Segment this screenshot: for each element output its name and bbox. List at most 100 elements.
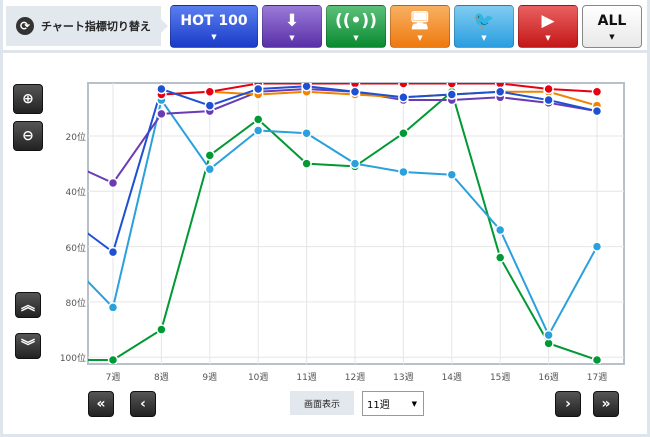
data-point — [156, 108, 167, 120]
twitter-button[interactable]: 🐦 ▼ — [454, 5, 514, 48]
data-point — [494, 252, 506, 263]
data-point — [204, 163, 216, 175]
data-point — [252, 83, 264, 95]
data-point — [543, 94, 554, 106]
download-button[interactable]: ⬇ ▼ — [262, 5, 322, 48]
sync-icon: ⟳ — [16, 17, 34, 35]
data-point — [398, 166, 409, 178]
data-point — [446, 89, 458, 100]
youtube-icon: ▶ — [541, 10, 555, 31]
streaming-icon: ((•)) — [335, 10, 377, 31]
dropdown-arrow-icon: ▼ — [289, 33, 295, 42]
dropdown-arrow-icon: ▼ — [481, 33, 487, 42]
data-point — [252, 114, 264, 125]
data-point — [156, 83, 167, 95]
display-weeks-select[interactable]: 11週 ▼ — [362, 391, 424, 416]
all-label: ALL — [597, 12, 627, 29]
zoom-out-button[interactable]: ⊖ — [13, 121, 43, 151]
dropdown-arrow-icon: ▼ — [545, 33, 551, 42]
data-point — [204, 150, 216, 161]
streaming-button[interactable]: ((•)) ▼ — [326, 5, 386, 48]
x-tick-label: 8週 — [154, 373, 169, 383]
radio-pc-icon: 🖥 — [409, 10, 431, 31]
x-tick-label: 17週 — [586, 373, 608, 383]
data-point — [591, 86, 603, 98]
chart-switch-bar: ⟳ チャート指標切り替え HOT 100 ▼ ⬇ ▼ ((•)) ▼ 🖥 ▼ 🐦 ▼ ▶ ▼ … — [0, 0, 650, 53]
series-line — [88, 85, 598, 254]
data-point — [252, 125, 264, 136]
y-tick-label: 20位 — [65, 133, 86, 143]
prev-page-button[interactable]: ‹ — [130, 391, 156, 417]
dropdown-arrow-icon: ▼ — [353, 33, 359, 42]
data-point — [398, 92, 409, 103]
dropdown-arrow-icon: ▼ — [417, 33, 423, 42]
data-point — [494, 224, 506, 236]
data-point — [301, 158, 312, 169]
series-line — [161, 83, 598, 96]
x-tick-label: 13週 — [393, 373, 414, 383]
data-point — [494, 86, 506, 98]
display-value: 11週 — [367, 400, 390, 411]
chevron-right-icon: › — [565, 396, 571, 412]
all-button[interactable]: ALL ▼ — [582, 5, 642, 48]
youtube-button[interactable]: ▶ ▼ — [518, 5, 578, 48]
data-point — [107, 354, 119, 364]
zoom-in-icon: ⊕ — [22, 91, 34, 107]
first-page-button[interactable]: « — [88, 391, 114, 417]
chart-switch-label: ⟳ チャート指標切り替え — [6, 6, 168, 46]
double-chevron-left-icon: « — [96, 396, 106, 412]
y-tick-label: 100位 — [59, 354, 86, 365]
data-point — [591, 105, 603, 117]
data-point — [398, 127, 409, 139]
display-label: 画面表示 — [290, 391, 354, 415]
data-point — [543, 83, 554, 95]
data-point — [156, 324, 167, 335]
series-line — [88, 87, 598, 185]
y-tick-label: 80位 — [65, 298, 86, 309]
chevron-left-icon: ‹ — [140, 396, 146, 412]
switch-label-text: チャート指標切り替え — [41, 20, 151, 33]
x-tick-label: 7週 — [105, 373, 121, 383]
x-tick-label: 12週 — [344, 373, 366, 383]
data-point — [446, 83, 458, 89]
y-tick-label: 60位 — [65, 243, 86, 254]
last-page-button[interactable]: » — [593, 391, 619, 417]
series-line — [88, 89, 598, 361]
scroll-down-button[interactable]: ︾ — [15, 333, 41, 359]
data-point — [204, 100, 216, 111]
data-point — [301, 127, 312, 139]
data-point — [591, 241, 603, 252]
data-point — [543, 329, 554, 341]
data-point — [349, 86, 361, 98]
data-point — [204, 86, 216, 98]
x-tick-label: 15週 — [489, 373, 511, 383]
scroll-up-button[interactable]: ︽ — [15, 292, 41, 318]
x-tick-label: 14週 — [441, 373, 463, 383]
zoom-out-icon: ⊖ — [22, 128, 34, 144]
x-tick-label: 9週 — [202, 373, 218, 383]
dropdown-arrow-icon: ▼ — [609, 32, 615, 41]
y-tick-label: 40位 — [65, 188, 86, 199]
data-point — [301, 83, 312, 92]
radio-button[interactable]: 🖥 ▼ — [390, 5, 450, 48]
hot100-button[interactable]: HOT 100 ▼ — [170, 5, 258, 48]
twitter-icon: 🐦 — [473, 10, 495, 31]
double-chevron-up-icon: ︽ — [21, 298, 35, 314]
series-line — [161, 90, 598, 107]
dropdown-arrow-icon: ▼ — [411, 399, 417, 408]
data-point — [349, 158, 361, 169]
double-chevron-down-icon: ︾ — [21, 339, 35, 355]
x-tick-label: 11週 — [296, 373, 317, 383]
data-point — [591, 354, 603, 364]
next-page-button[interactable]: › — [555, 391, 581, 417]
zoom-in-button[interactable]: ⊕ — [13, 84, 43, 114]
series-line — [88, 97, 598, 338]
x-tick-label: 10週 — [247, 373, 269, 383]
dropdown-arrow-icon: ▼ — [211, 32, 217, 41]
data-point — [398, 83, 409, 89]
data-point — [446, 169, 458, 180]
data-point — [107, 177, 119, 189]
hot100-label: HOT 100 — [180, 12, 248, 29]
